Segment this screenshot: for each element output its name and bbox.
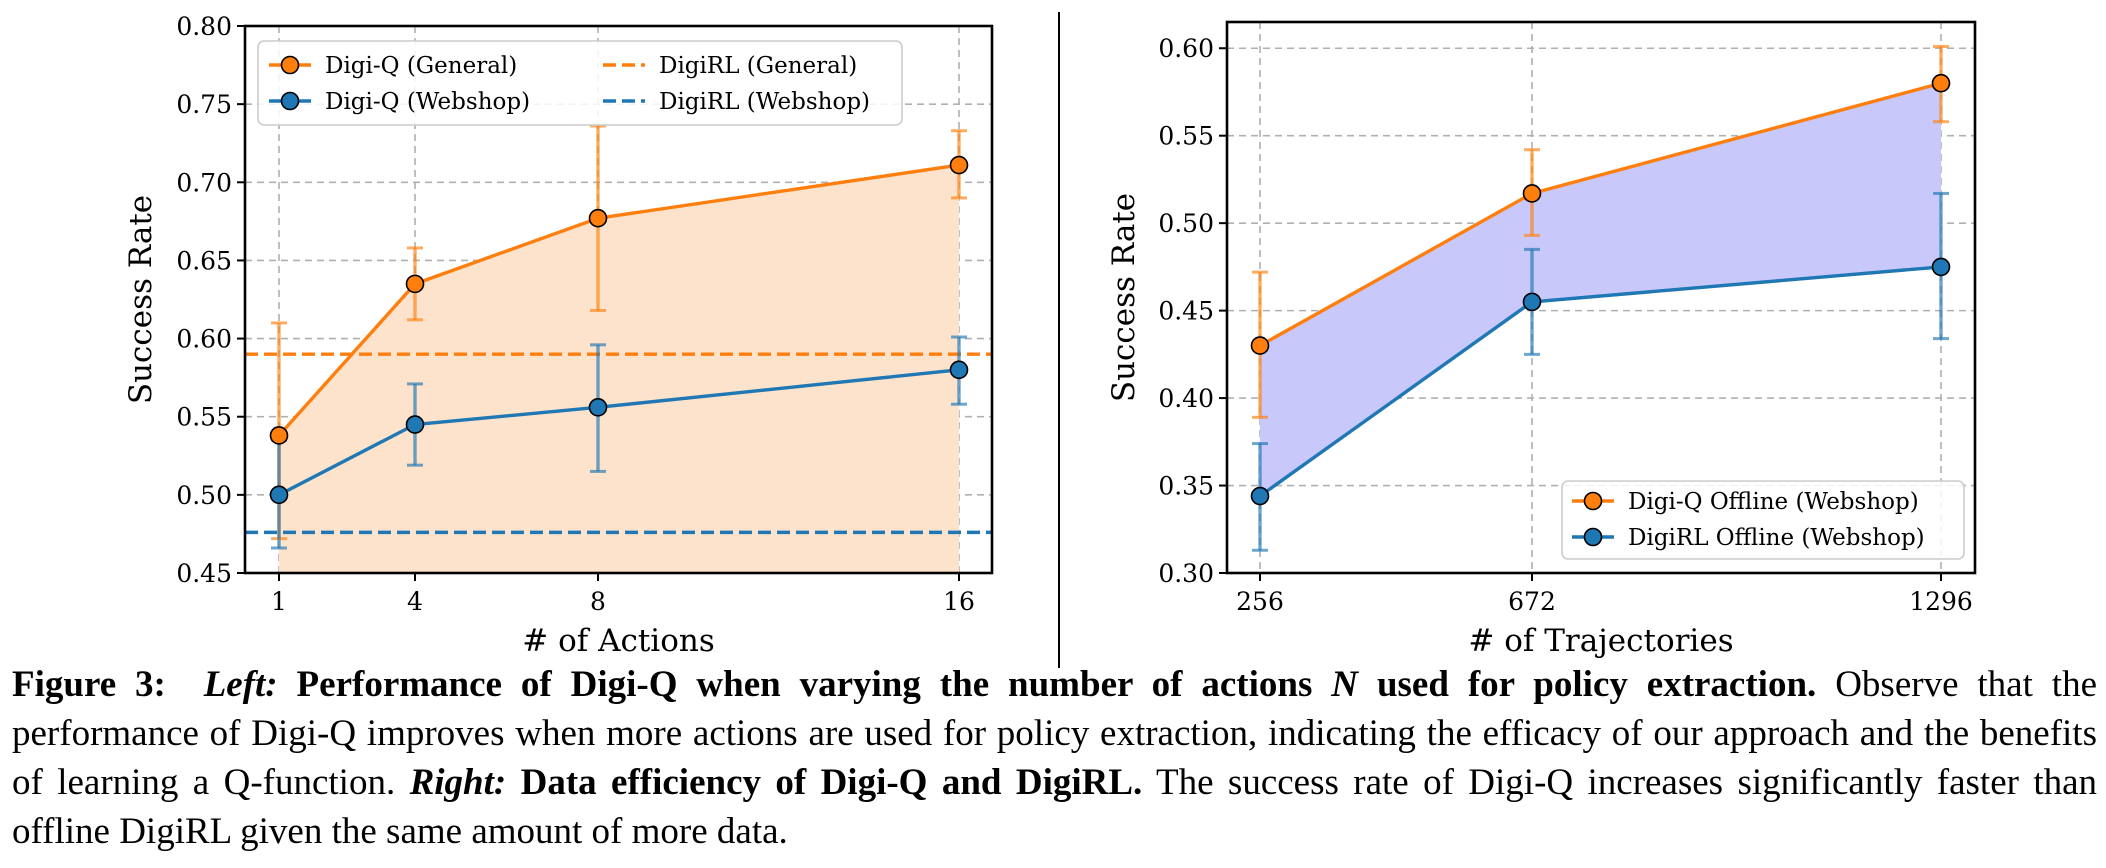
right-x-tick-label: 1296 [1909,587,1973,616]
right-x-axis-label: # of Trajectories [1468,623,1733,659]
figure: 0.45 0.50 0.55 0.60 0.65 0.70 0.75 0.80 1 4 8 16 # o… [123,12,1977,668]
right-y-tick-label: 0.30 [1158,559,1214,588]
left-y-tick-label: 0.75 [176,90,232,119]
right-legend-marker [1583,527,1603,547]
right-y-tick-label: 0.60 [1158,34,1214,63]
caption-right-title: Data efficiency of Digi-Q and DigiRL. [520,762,1143,803]
right-x-tick-label: 256 [1236,587,1284,616]
left-chart: 0.45 0.50 0.55 0.60 0.65 0.70 0.75 0.80 1 4 8 16 # o… [123,12,994,659]
right-y-tick-label: 0.45 [1158,297,1214,326]
left-y-tick-label: 0.55 [176,403,232,432]
right-data-point [1522,292,1542,312]
right-axes-frame [1225,20,1977,575]
right-legend-label: Digi-Q Offline (Webshop) [1628,489,1919,515]
left-data-point [269,485,289,505]
right-legend-marker [1583,491,1603,511]
left-legend-marker [280,91,300,111]
left-legend-label: DigiRL (General) [659,53,857,79]
caption-left-title: Performance of Digi-Q when varying the n… [297,664,1817,705]
left-y-tick-label: 0.70 [176,168,232,197]
right-chart: 0.30 0.35 0.40 0.45 0.50 0.55 0.60 256 672 1296 # … [1106,20,1977,659]
caption-left-title-pre: Performance of Digi-Q when varying the n… [296,664,1313,705]
left-x-tick-label: 1 [271,587,287,616]
left-data-point [588,398,608,417]
left-series-line [277,163,960,437]
right-legend-label: DigiRL Offline (Webshop) [1628,525,1925,551]
left-data-point [949,360,969,380]
left-x-tick-label: 4 [407,587,423,616]
left-legend-label: Digi-Q (Webshop) [325,89,530,115]
left-axes-frame [243,24,994,575]
left-y-tick-label: 0.65 [176,246,232,275]
left-data-point [588,208,608,228]
right-fill-between [1260,83,1941,497]
left-legend-marker [280,55,300,75]
right-x-tick-label: 672 [1508,587,1556,616]
left-y-axis-label: Success Rate [123,195,159,404]
caption-left-title-post: used for policy extraction. [1376,664,1817,705]
caption-left-body: Observe that the performance of Digi-Q i… [12,664,2097,803]
right-legend-box [1561,480,1965,560]
right-data-point [1250,336,1270,355]
right-y-axis-label: Success Rate [1106,193,1142,402]
right-y-tick-label: 0.40 [1158,384,1214,413]
left-data-point [405,274,425,294]
caption-figure-label: Figure 3: [12,664,166,705]
caption-right-body: The success rate of Digi-Q increases sig… [12,762,2098,852]
left-area-fill [279,165,959,573]
right-data-point [1931,257,1951,277]
left-legend-label: Digi-Q (General) [325,53,517,79]
right-data-point [1931,73,1951,93]
left-data-point [269,426,289,445]
left-y-tick-label: 0.80 [176,12,232,41]
caption-right-label: Right: [409,762,507,803]
right-y-tick-label: 0.55 [1158,122,1214,151]
left-y-tick-label: 0.60 [176,325,232,354]
caption-left-label: Left: [203,664,278,705]
left-data-point [949,155,969,175]
right-data-point [1250,486,1270,506]
right-data-point [1522,184,1542,203]
left-legend-label: DigiRL (Webshop) [659,89,870,115]
left-y-tick-label: 0.50 [176,481,232,510]
left-y-tick-label: 0.45 [176,559,232,588]
figure-caption: Figure 3: Left: Performance of Digi-Q wh… [12,660,2097,856]
left-x-tick-label: 16 [943,587,975,616]
left-series-line [278,368,960,497]
right-y-tick-label: 0.50 [1158,209,1214,238]
left-legend-box [257,40,903,126]
right-y-tick-label: 0.35 [1158,472,1214,501]
left-x-tick-label: 8 [590,587,606,616]
left-x-axis-label: # of Actions [522,623,714,659]
caption-left-title-var: N [1331,664,1359,705]
left-data-point [405,415,425,434]
